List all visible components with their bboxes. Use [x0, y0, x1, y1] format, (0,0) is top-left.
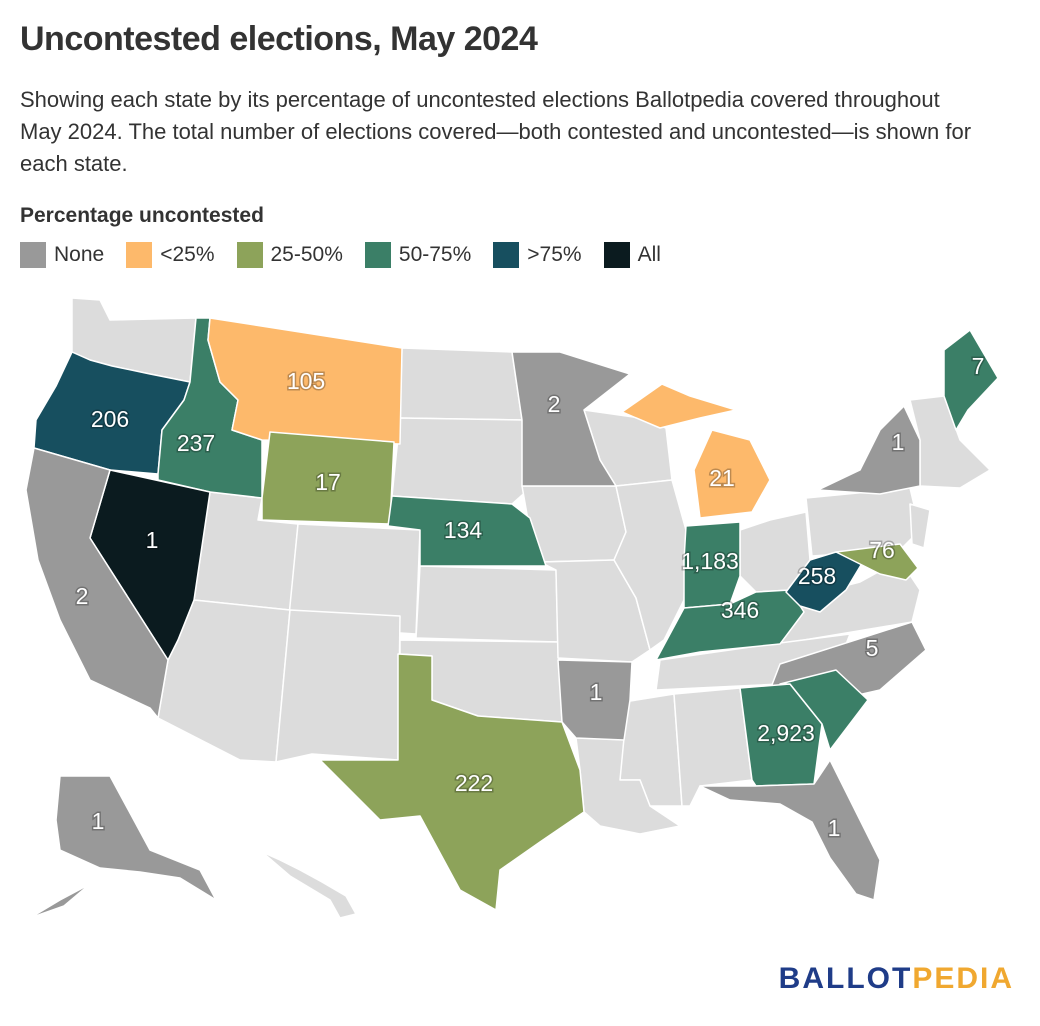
state-south-carolina: [779, 669, 869, 751]
state-kentucky: [655, 589, 805, 661]
logo-part-ballot: BALLOT: [778, 962, 913, 995]
state-new-york: [817, 405, 921, 495]
legend-swatch-lt25: [126, 242, 153, 268]
label-maryland: 76: [869, 537, 895, 563]
legend-title: Percentage uncontested: [20, 204, 264, 227]
legend-swatch-none: [20, 242, 46, 268]
label-montana: 105: [287, 368, 325, 394]
logo-part-pedia: PEDIA: [912, 962, 1014, 995]
state-wyoming: [261, 431, 395, 525]
legend: None <25% 25-50% 50-75% >75% All: [20, 242, 683, 268]
legend-swatch-50-75: [364, 242, 391, 268]
label-nebraska: 134: [444, 517, 483, 543]
us-map: 206 237 105 17 1 2 134 2 21 1,183 346 25…: [25, 297, 999, 919]
legend-label-25-50: 25-50%: [270, 243, 343, 266]
legend-item-50-75: 50-75%: [364, 242, 472, 268]
legend-label-none: None: [54, 243, 105, 266]
legend-swatch-gt75: [493, 242, 520, 268]
legend-label-lt25: <25%: [160, 243, 215, 266]
label-nevada: 1: [146, 527, 159, 553]
label-maine: 7: [972, 353, 985, 379]
state-new-jersey: [909, 503, 931, 549]
state-pennsylvania: [805, 487, 921, 557]
state-hawaii: [261, 851, 357, 919]
state-kansas: [415, 565, 559, 643]
label-texas: 222: [455, 770, 493, 796]
label-california: 2: [76, 583, 89, 609]
legend-item-none: None: [20, 242, 104, 268]
legend-item-gt75: >75%: [493, 242, 582, 268]
state-maine: [943, 329, 999, 431]
state-minnesota: [511, 351, 631, 487]
no-data-states: [71, 297, 991, 919]
ballotpedia-logo: BALLOTPEDIA: [779, 962, 1014, 996]
legend-label-all: All: [637, 243, 661, 266]
legend-item-all: All: [603, 242, 661, 268]
label-alaska: 1: [92, 808, 105, 834]
state-new-mexico: [275, 609, 401, 763]
state-florida: [699, 759, 881, 901]
state-north-dakota: [399, 347, 523, 421]
label-kentucky: 346: [721, 597, 759, 623]
state-alaska: [55, 775, 217, 901]
state-nebraska: [387, 495, 547, 567]
label-oregon: 206: [91, 406, 129, 432]
label-indiana: 1,183: [681, 548, 739, 574]
label-wyoming: 17: [315, 469, 341, 495]
chart-subtitle: Showing each state by its percentage of …: [20, 87, 972, 176]
label-west-virginia: 258: [798, 563, 836, 589]
legend-item-25-50: 25-50%: [236, 242, 343, 268]
label-arkansas: 1: [590, 679, 603, 705]
label-florida: 1: [828, 815, 841, 841]
label-georgia-south-carolina: 2,923: [757, 720, 815, 746]
state-michigan-lower: [693, 429, 771, 519]
legend-label-gt75: >75%: [527, 243, 582, 266]
state-south-dakota: [391, 417, 531, 505]
label-michigan: 21: [709, 465, 735, 491]
label-north-carolina: 5: [866, 635, 879, 661]
state-california: [25, 447, 169, 719]
state-alaska-islands: [29, 883, 91, 919]
legend-label-50-75: 50-75%: [398, 243, 472, 266]
state-texas: [319, 653, 585, 911]
chart-title: Uncontested elections, May 2024: [20, 20, 538, 58]
state-maryland: [835, 543, 919, 581]
label-new-york: 1: [892, 429, 905, 455]
state-michigan-upper: [621, 383, 737, 429]
label-idaho: 237: [177, 430, 215, 456]
label-minnesota: 2: [548, 391, 561, 417]
state-illinois: [613, 479, 687, 651]
legend-swatch-all: [603, 242, 630, 268]
legend-item-lt25: <25%: [126, 242, 215, 268]
legend-swatch-25-50: [236, 242, 263, 268]
state-montana: [207, 317, 403, 445]
